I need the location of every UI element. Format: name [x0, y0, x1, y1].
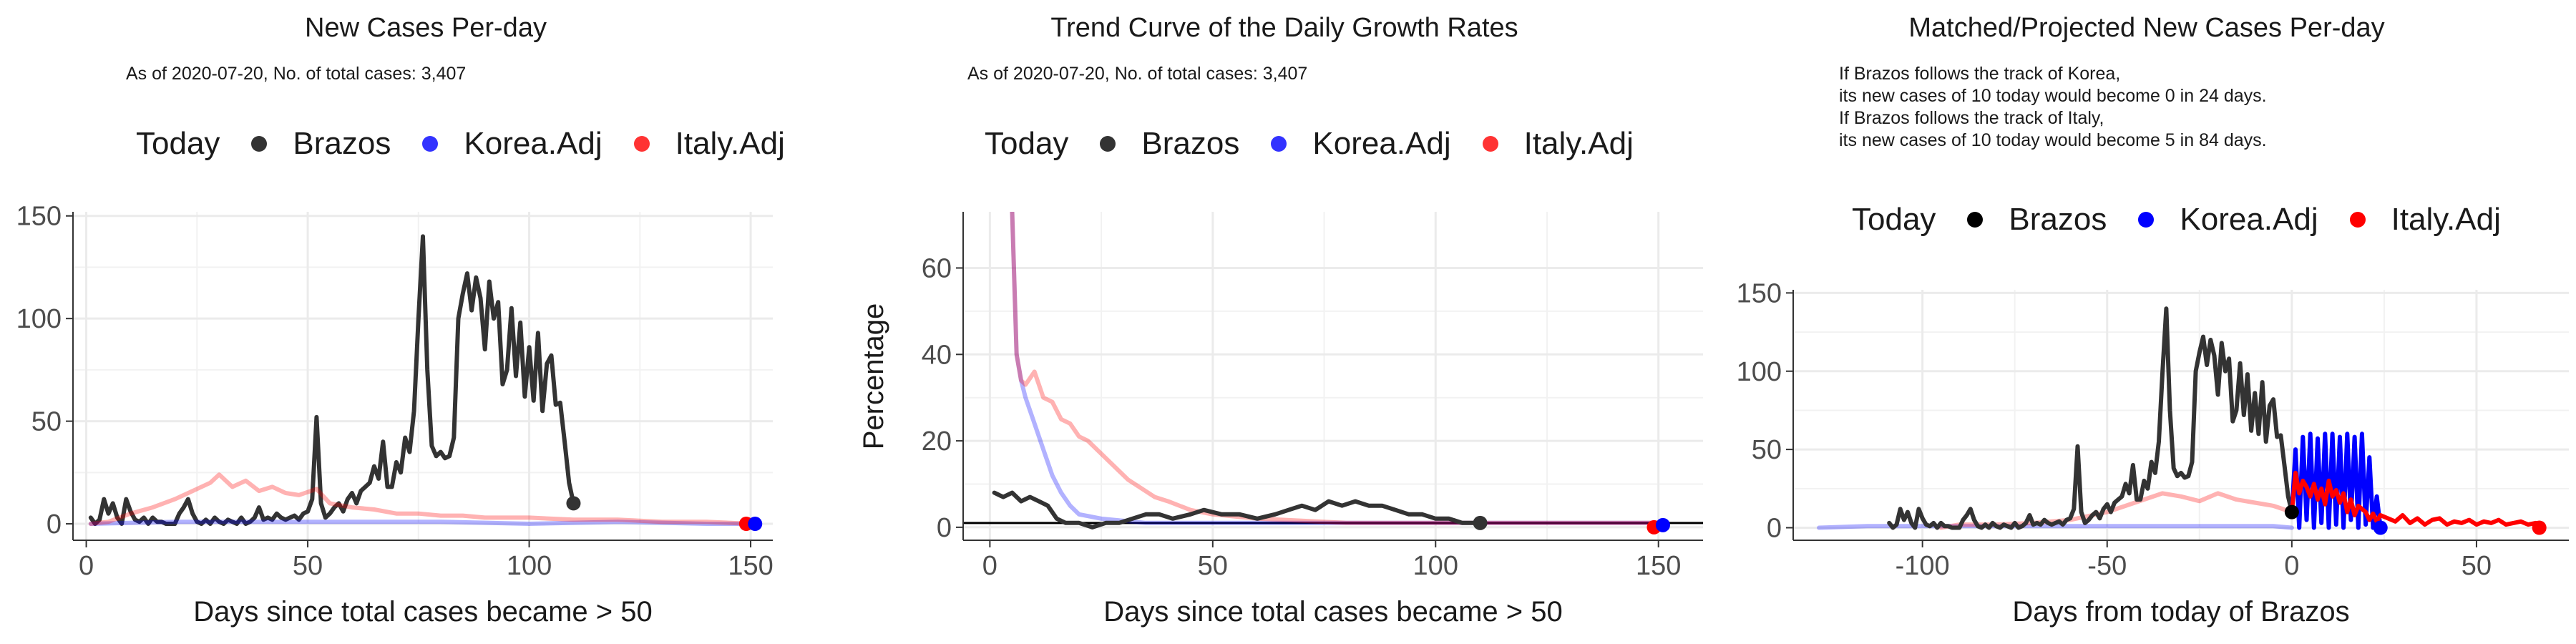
endpoint-korea-adj — [748, 517, 763, 532]
legend-label-korea: Korea.Adj — [2180, 202, 2318, 237]
y-tick-label: 60 — [922, 254, 952, 284]
series-line-korea-adj — [1817, 524, 2294, 530]
legend-title: Today — [1852, 202, 1936, 237]
subtitle-line: If Brazos follows the track of Korea, — [1839, 64, 2121, 84]
endpoint-korea-adj — [2373, 520, 2388, 535]
panel-background — [963, 212, 1703, 540]
x-tick-label: 50 — [293, 551, 323, 581]
legend-key-brazos — [251, 136, 268, 152]
x-axis-title: Days from today of Brazos — [2012, 596, 2349, 628]
legend-label-brazos: Brazos — [1141, 126, 1240, 161]
legend-label-brazos: Brazos — [2009, 202, 2107, 237]
x-tick-label: 50 — [2462, 551, 2492, 581]
legend-key-korea — [1271, 136, 1287, 152]
series-group — [88, 234, 762, 526]
endpoint-brazos — [1473, 515, 1488, 530]
y-tick-label: 100 — [1737, 357, 1782, 387]
y-tick-label: 100 — [16, 304, 62, 334]
x-tick-label: 100 — [1413, 551, 1458, 581]
legend-key-brazos — [1967, 212, 1984, 228]
endpoint-brazos — [2284, 504, 2299, 519]
plot-area: 0 50 100 150 0 50 100 150 Days since total cases… — [16, 202, 774, 628]
series-line-italy-adj — [1010, 212, 1661, 525]
endpoint-italy-adj — [2532, 520, 2547, 535]
x-tick-label: 100 — [507, 551, 552, 581]
legend-label-italy: Italy.Adj — [1523, 126, 1634, 161]
chart-legend: Today Brazos Korea.Adj Italy.Adj — [1852, 202, 2532, 238]
x-tick-label: 50 — [1198, 551, 1228, 581]
x-tick-label: -100 — [1896, 551, 1950, 581]
x-tick-label: 0 — [2284, 551, 2299, 581]
legend-label-italy: Italy.Adj — [2391, 202, 2501, 237]
y-tick-label: 50 — [31, 407, 62, 437]
legend-title: Today — [985, 126, 1069, 161]
minor-gridlines — [963, 212, 1703, 540]
chart-panel-new-cases: New Cases Per-day As of 2020-07-20, No. … — [0, 0, 852, 644]
y-axis-title: Percentage — [858, 303, 889, 450]
chart-title: Matched/Projected New Cases Per-day — [1908, 13, 2385, 43]
legend-key-italy — [633, 136, 650, 152]
chart-title: Trend Curve of the Daily Growth Rates — [1050, 13, 1518, 43]
legend-label-korea: Korea.Adj — [464, 126, 602, 161]
y-tick-label: 0 — [1767, 514, 1782, 544]
y-tick-label: 50 — [1752, 435, 1782, 465]
y-tick-label: 0 — [47, 509, 62, 540]
plot-area: -100 -50 0 50 0 50 100 150 Days from today of Br… — [1737, 278, 2569, 628]
subtitle-line: If Brazos follows the track of Italy, — [1839, 108, 2104, 128]
chart-legend: Today Brazos Korea.Adj Italy.Adj — [136, 126, 816, 162]
x-tick-label: 150 — [728, 551, 773, 581]
series-group — [1817, 306, 2542, 530]
chart-panel-projected: Matched/Projected New Cases Per-day If B… — [1717, 0, 2576, 644]
y-tick-label: 150 — [16, 202, 62, 232]
panel-background — [1793, 290, 2569, 540]
x-tick-label: -50 — [2087, 551, 2127, 581]
series-line-korea-adj — [88, 519, 762, 526]
major-gridlines — [1793, 290, 2569, 540]
subtitle-line: its new cases of 10 today would become 0… — [1839, 86, 2267, 106]
legend-key-brazos — [1100, 136, 1116, 152]
x-axis-title: Days since total cases became > 50 — [1103, 596, 1562, 628]
series-line-brazos — [1887, 306, 2294, 530]
legend-label-brazos: Brazos — [293, 126, 391, 161]
chart-subtitle: As of 2020-07-20, No. of total cases: 3,… — [126, 63, 466, 85]
legend-key-italy — [2349, 212, 2366, 228]
series-line-italy-adj — [88, 472, 753, 526]
legend-key-italy — [1482, 136, 1498, 152]
minor-gridlines — [73, 212, 773, 540]
series-group — [992, 212, 1661, 530]
subtitle-line: its new cases of 10 today would become 5… — [1839, 130, 2267, 150]
legend-label-italy: Italy.Adj — [675, 126, 785, 161]
chart-subtitle: As of 2020-07-20, No. of total cases: 3,… — [967, 63, 1307, 85]
x-axis-title: Days since total cases became > 50 — [193, 596, 652, 628]
chart-panel-growth-rates: Trend Curve of the Daily Growth Rates As… — [852, 0, 1717, 644]
subtitle-line: As of 2020-07-20, No. of total cases: 3,… — [967, 64, 1308, 84]
y-tick-label: 0 — [937, 513, 952, 543]
chart-title: New Cases Per-day — [305, 13, 547, 43]
y-tick-label: 20 — [922, 426, 952, 457]
series-line-korea-adj-projected — [2289, 431, 2383, 530]
series-line-brazos — [992, 490, 1483, 530]
series-line-brazos — [88, 234, 576, 526]
series-line-korea-adj — [1010, 212, 1661, 525]
x-tick-label: 0 — [982, 551, 997, 581]
plot-area: 0 50 100 150 0 20 40 60 Days since total cases b… — [858, 212, 1703, 628]
y-tick-label: 150 — [1737, 278, 1782, 308]
subtitle-line: As of 2020-07-20, No. of total cases: 3,… — [126, 64, 467, 84]
legend-key-korea — [2138, 212, 2155, 228]
endpoint-brazos — [566, 496, 581, 511]
y-tick-label: 40 — [922, 340, 952, 370]
x-tick-label: 150 — [1636, 551, 1681, 581]
chart-subtitle: If Brazos follows the track of Korea, it… — [1839, 63, 2267, 152]
x-tick-label: 0 — [79, 551, 94, 581]
major-gridlines — [73, 212, 773, 540]
legend-key-korea — [422, 136, 439, 152]
endpoint-korea-adj — [1655, 517, 1670, 532]
legend-label-korea: Korea.Adj — [1312, 126, 1451, 161]
chart-legend: Today Brazos Korea.Adj Italy.Adj — [985, 126, 1665, 162]
legend-title: Today — [136, 126, 220, 161]
series-line-italy-adj-projected — [2289, 470, 2542, 529]
major-gridlines — [963, 212, 1703, 540]
